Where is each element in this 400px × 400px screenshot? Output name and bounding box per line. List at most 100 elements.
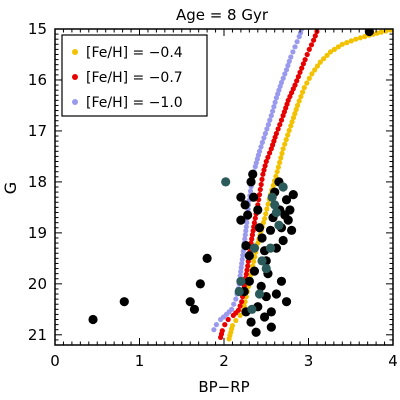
isochrone-point bbox=[239, 260, 245, 267]
y-tick-label: 17 bbox=[28, 122, 47, 140]
star-point bbox=[288, 190, 298, 200]
isochrone-point bbox=[254, 156, 260, 162]
star-point bbox=[274, 220, 284, 230]
x-tick-label: 1 bbox=[135, 352, 145, 370]
star-point bbox=[236, 276, 246, 286]
isochrone-point bbox=[235, 307, 241, 313]
star-point bbox=[247, 304, 257, 314]
legend: [Fe/H] = −0.4 [Fe/H] = −0.7 [Fe/H] = −1.… bbox=[61, 34, 208, 117]
isochrone-point bbox=[229, 306, 235, 312]
isochrone-point bbox=[289, 119, 295, 125]
isochrone-point bbox=[324, 52, 330, 58]
star-point bbox=[240, 200, 250, 210]
star-point bbox=[271, 289, 281, 299]
isochrone-point bbox=[297, 69, 303, 75]
isochrone-point bbox=[259, 139, 265, 145]
isochrone-point bbox=[264, 206, 270, 212]
isochrone-point bbox=[282, 71, 288, 77]
isochrone-point bbox=[237, 303, 243, 309]
star-point bbox=[119, 297, 129, 307]
isochrone-point bbox=[274, 169, 280, 175]
star-point bbox=[253, 205, 263, 215]
isochrone-point bbox=[233, 296, 239, 302]
isochrone-point bbox=[238, 264, 244, 271]
star-point bbox=[266, 307, 276, 317]
star-point bbox=[285, 205, 295, 215]
x-axis-label: BP−RP bbox=[198, 378, 249, 396]
isochrone-point bbox=[299, 65, 305, 71]
star-point bbox=[244, 251, 254, 261]
isochrone-point bbox=[263, 211, 269, 217]
star-point bbox=[257, 233, 267, 243]
isochrone-point bbox=[280, 75, 286, 81]
legend-box bbox=[61, 34, 208, 117]
isochrone-point bbox=[292, 111, 298, 117]
isochrone-point bbox=[258, 181, 264, 188]
isochrone-point bbox=[278, 155, 284, 161]
star-point bbox=[243, 210, 253, 220]
isochrone-point bbox=[300, 89, 306, 95]
chart-title: Age = 8 Gyr bbox=[176, 6, 269, 24]
star-point bbox=[270, 200, 280, 210]
data-marks bbox=[88, 29, 393, 342]
star-point bbox=[278, 235, 288, 246]
star-point bbox=[259, 312, 270, 322]
isochrone-point bbox=[278, 117, 285, 123]
star-point bbox=[278, 182, 288, 192]
legend-label-feh-0.7: [Fe/H] = −0.7 bbox=[86, 70, 183, 86]
y-axis-label: G bbox=[1, 182, 20, 194]
isochrone-point bbox=[301, 85, 307, 91]
isochrone-point bbox=[304, 80, 310, 86]
isochrone-point bbox=[265, 201, 271, 207]
isochrone-point bbox=[314, 63, 321, 69]
x-tick-label: 4 bbox=[388, 352, 398, 370]
isochrone-point bbox=[261, 135, 267, 141]
isochrone-point bbox=[302, 57, 308, 63]
axis-ticks: 0 1 2 3 4 15 16 17 18 19 20 21 bbox=[28, 20, 398, 370]
star-point bbox=[246, 177, 256, 187]
isochrone-point bbox=[279, 150, 285, 156]
isochrone-point bbox=[245, 263, 251, 269]
isochrone-point bbox=[267, 117, 273, 123]
star-point bbox=[248, 169, 258, 179]
isochrone-point bbox=[273, 130, 279, 137]
isochrone-point bbox=[262, 163, 268, 169]
isochrone-point bbox=[348, 38, 354, 44]
isochrone-point bbox=[295, 74, 301, 80]
isochrone-point bbox=[312, 33, 318, 39]
star-point bbox=[195, 279, 205, 289]
isochrone-point bbox=[300, 61, 306, 67]
star-point bbox=[254, 223, 265, 233]
isochrone-point bbox=[294, 78, 300, 84]
isochrone-point bbox=[290, 49, 296, 55]
isochrone-point bbox=[321, 56, 327, 62]
star-point bbox=[281, 297, 292, 307]
star-point bbox=[236, 215, 246, 225]
star-point bbox=[281, 195, 292, 205]
isochrone-point bbox=[271, 104, 277, 110]
isochrone-point bbox=[239, 299, 245, 305]
plot-area: 0 1 2 3 4 15 16 17 18 19 20 21 bbox=[28, 20, 398, 370]
isochrone-point bbox=[239, 256, 245, 262]
isochrone-point bbox=[265, 154, 271, 160]
star-point bbox=[283, 215, 293, 225]
y-tick-label: 16 bbox=[28, 71, 47, 89]
star-point bbox=[248, 192, 259, 202]
star-point bbox=[287, 225, 297, 235]
isochrone-point bbox=[387, 29, 393, 33]
isochrone-point bbox=[292, 44, 298, 50]
star-point bbox=[249, 266, 260, 276]
isochrone-point bbox=[265, 122, 271, 128]
y-tick-label: 19 bbox=[28, 224, 47, 242]
isochrone-point bbox=[260, 171, 266, 177]
isochrone-point bbox=[286, 127, 292, 133]
isochrone-point bbox=[256, 192, 263, 198]
star-point bbox=[276, 276, 287, 286]
isochrone-point bbox=[292, 82, 298, 88]
star-point bbox=[257, 256, 267, 266]
star-point bbox=[261, 263, 271, 274]
isochrone-point bbox=[256, 148, 263, 154]
isochrone-point bbox=[257, 186, 263, 193]
isochrone-point bbox=[306, 75, 312, 81]
